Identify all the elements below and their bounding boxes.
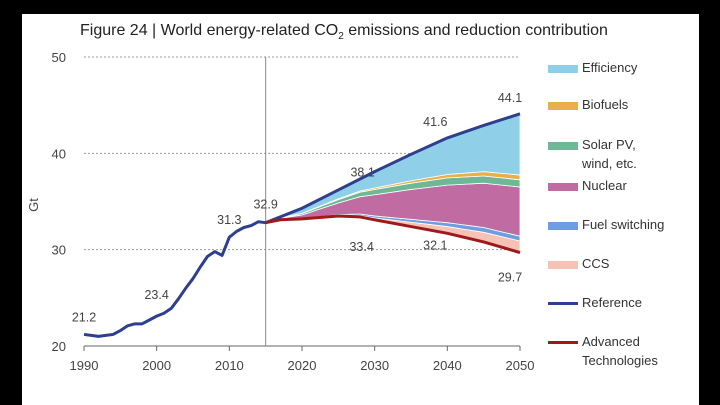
title-text-end: emissions and reduction contribution [343, 22, 608, 39]
data-label: 29.7 [498, 271, 522, 285]
data-label: 44.1 [498, 91, 522, 105]
y-axis-label: Gt [26, 198, 41, 212]
x-tick-label: 2050 [506, 358, 535, 373]
legend-swatch [548, 221, 578, 230]
legend-label: Advanced [582, 334, 640, 349]
legend-item: CCS [548, 254, 609, 273]
advanced-technologies-line [265, 214, 521, 254]
legend-item: Fuel switching [548, 215, 664, 234]
chart-title: Figure 24 | World energy-related CO2 emi… [80, 22, 608, 42]
legend-item: Advanced Technologies [548, 332, 658, 370]
y-tick-label: 20 [52, 339, 66, 354]
data-label: 32.1 [423, 238, 447, 252]
data-label: 32.9 [253, 198, 277, 212]
data-label: 38.1 [350, 166, 374, 180]
legend-label: CCS [582, 256, 610, 271]
data-label: 31.3 [217, 213, 241, 227]
data-label: 21.2 [72, 310, 96, 324]
legend-swatch [548, 341, 578, 345]
legend-swatch [548, 182, 578, 191]
reference-line [83, 112, 521, 338]
legend-label: Efficiency [582, 60, 638, 75]
legend-label: Solar PV, [582, 137, 636, 152]
x-tick-label: 2020 [288, 358, 317, 373]
legend-label: Nuclear [582, 178, 627, 193]
x-tick-label: 2010 [215, 358, 244, 373]
legend-swatch [548, 101, 578, 110]
x-tick-label: 2040 [433, 358, 462, 373]
data-label: 23.4 [144, 288, 168, 302]
legend-label: Fuel switching [582, 217, 665, 232]
legend-item: Nuclear [548, 176, 627, 195]
title-subscript: 2 [338, 31, 344, 43]
legend-item: Solar PV, wind, etc. [548, 135, 637, 173]
legend-label-line2: Technologies [582, 353, 658, 368]
y-tick-label: 30 [52, 243, 66, 258]
y-tick-label: 50 [52, 50, 66, 65]
data-label: 41.6 [423, 115, 447, 129]
data-label: 33.4 [349, 240, 373, 254]
legend-swatch [548, 64, 578, 73]
legend-swatch [548, 302, 578, 306]
legend-swatch [548, 260, 578, 269]
legend-label: Biofuels [582, 97, 629, 112]
legend-label: Reference [582, 295, 642, 310]
x-tick-label: 1990 [70, 358, 99, 373]
legend-swatch [548, 141, 578, 150]
legend-item: Reference [548, 293, 642, 312]
legend-label-line2: wind, etc. [582, 156, 637, 171]
y-tick-label: 40 [52, 146, 66, 161]
legend-item: Efficiency [548, 58, 637, 77]
legend-item: Biofuels [548, 95, 628, 114]
title-text: Figure 24 | World energy-related CO [80, 22, 339, 39]
x-tick-label: 2000 [142, 358, 171, 373]
x-tick-label: 2030 [360, 358, 389, 373]
